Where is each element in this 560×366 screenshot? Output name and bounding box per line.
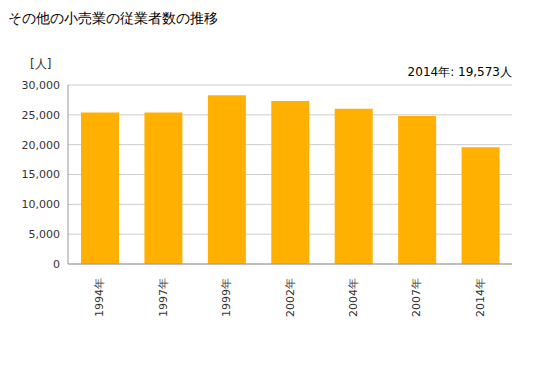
- svg-text:25,000: 25,000: [22, 109, 61, 122]
- svg-text:2014年: 2014年: [474, 278, 487, 317]
- html-text:[人]: [人]: [30, 57, 52, 71]
- html-text:その他の小売業の従業者数の推移: その他の小売業の従業者数の推移: [8, 10, 218, 26]
- svg-text:15,000: 15,000: [22, 168, 61, 181]
- html-text:2014年: 19,573人: 2014年: 19,573人: [407, 65, 512, 79]
- svg-text:5,000: 5,000: [29, 228, 61, 241]
- svg-text:1994年: 1994年: [93, 278, 106, 317]
- svg-text:1999年: 1999年: [220, 278, 233, 317]
- svg-text:1997年: 1997年: [157, 278, 170, 317]
- svg-text:10,000: 10,000: [22, 198, 61, 211]
- svg-text:20,000: 20,000: [22, 139, 61, 152]
- svg-text:2004年: 2004年: [347, 278, 360, 317]
- svg-text:30,000: 30,000: [22, 79, 61, 92]
- svg-text:2007年: 2007年: [410, 278, 423, 317]
- svg-text:2002年: 2002年: [284, 278, 297, 317]
- svg-text:0: 0: [53, 258, 60, 271]
